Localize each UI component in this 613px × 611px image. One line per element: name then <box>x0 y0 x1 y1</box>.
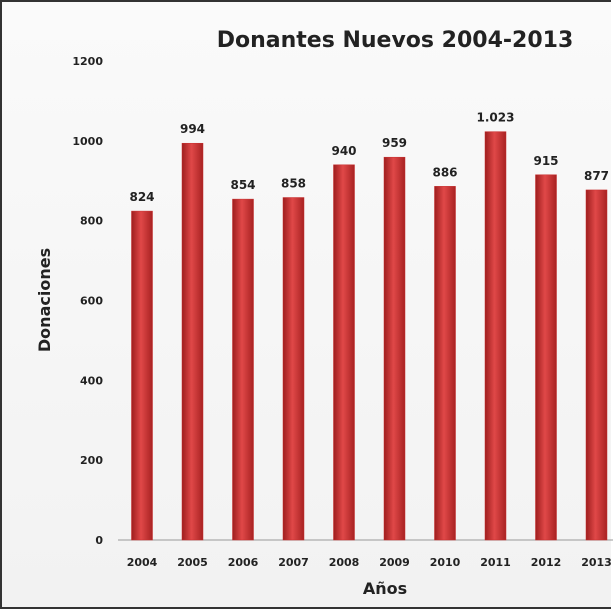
x-tick-label: 2011 <box>480 556 511 569</box>
x-tick-label: 2008 <box>329 556 360 569</box>
x-tick-label: 2009 <box>379 556 410 569</box>
bar <box>333 164 355 541</box>
data-label: 854 <box>230 178 255 192</box>
bar <box>131 210 153 541</box>
data-label: 858 <box>281 177 306 191</box>
bar <box>383 156 406 541</box>
data-label: 877 <box>584 169 609 183</box>
bar <box>535 174 557 541</box>
data-label: 886 <box>432 165 457 179</box>
x-tick-label: 2013 <box>581 556 612 569</box>
bar <box>181 142 204 541</box>
y-tick-labels: 0 200 400 600 800 1000 1200 <box>72 55 103 547</box>
x-tick-label: 2004 <box>127 556 158 569</box>
y-tick-label: 600 <box>80 295 103 308</box>
data-label: 940 <box>331 144 356 158</box>
data-label: 959 <box>382 136 407 150</box>
bar <box>282 197 305 541</box>
y-tick-label: 400 <box>80 374 103 387</box>
x-tick-label: 2010 <box>430 556 461 569</box>
x-tick-label: 2007 <box>278 556 309 569</box>
data-label: 824 <box>129 190 154 204</box>
y-tick-label: 200 <box>80 454 103 467</box>
chart-title: Donantes Nuevos 2004-2013 <box>217 28 574 53</box>
y-tick-label: 800 <box>80 215 103 228</box>
bar <box>585 189 608 541</box>
y-tick-label: 1200 <box>72 55 103 68</box>
y-axis-title: Donaciones <box>35 248 54 352</box>
data-labels: 824 994 854 858 940 959 886 1.023 915 877 <box>129 111 609 204</box>
bar <box>434 186 456 541</box>
bar <box>484 131 507 541</box>
x-tick-label: 2005 <box>177 556 208 569</box>
x-tick-label: 2006 <box>228 556 259 569</box>
x-tick-label: 2012 <box>531 556 562 569</box>
x-axis-title: Años <box>363 579 407 598</box>
x-tick-labels: 2004 2005 2006 2007 2008 2009 2010 2011 2012 2013 <box>127 556 612 569</box>
data-label: 994 <box>180 122 205 136</box>
bars <box>131 131 608 541</box>
bar <box>232 198 254 541</box>
data-label: 1.023 <box>477 111 515 125</box>
y-tick-label: 0 <box>95 534 103 547</box>
data-label: 915 <box>533 154 558 168</box>
y-tick-label: 1000 <box>72 135 103 148</box>
